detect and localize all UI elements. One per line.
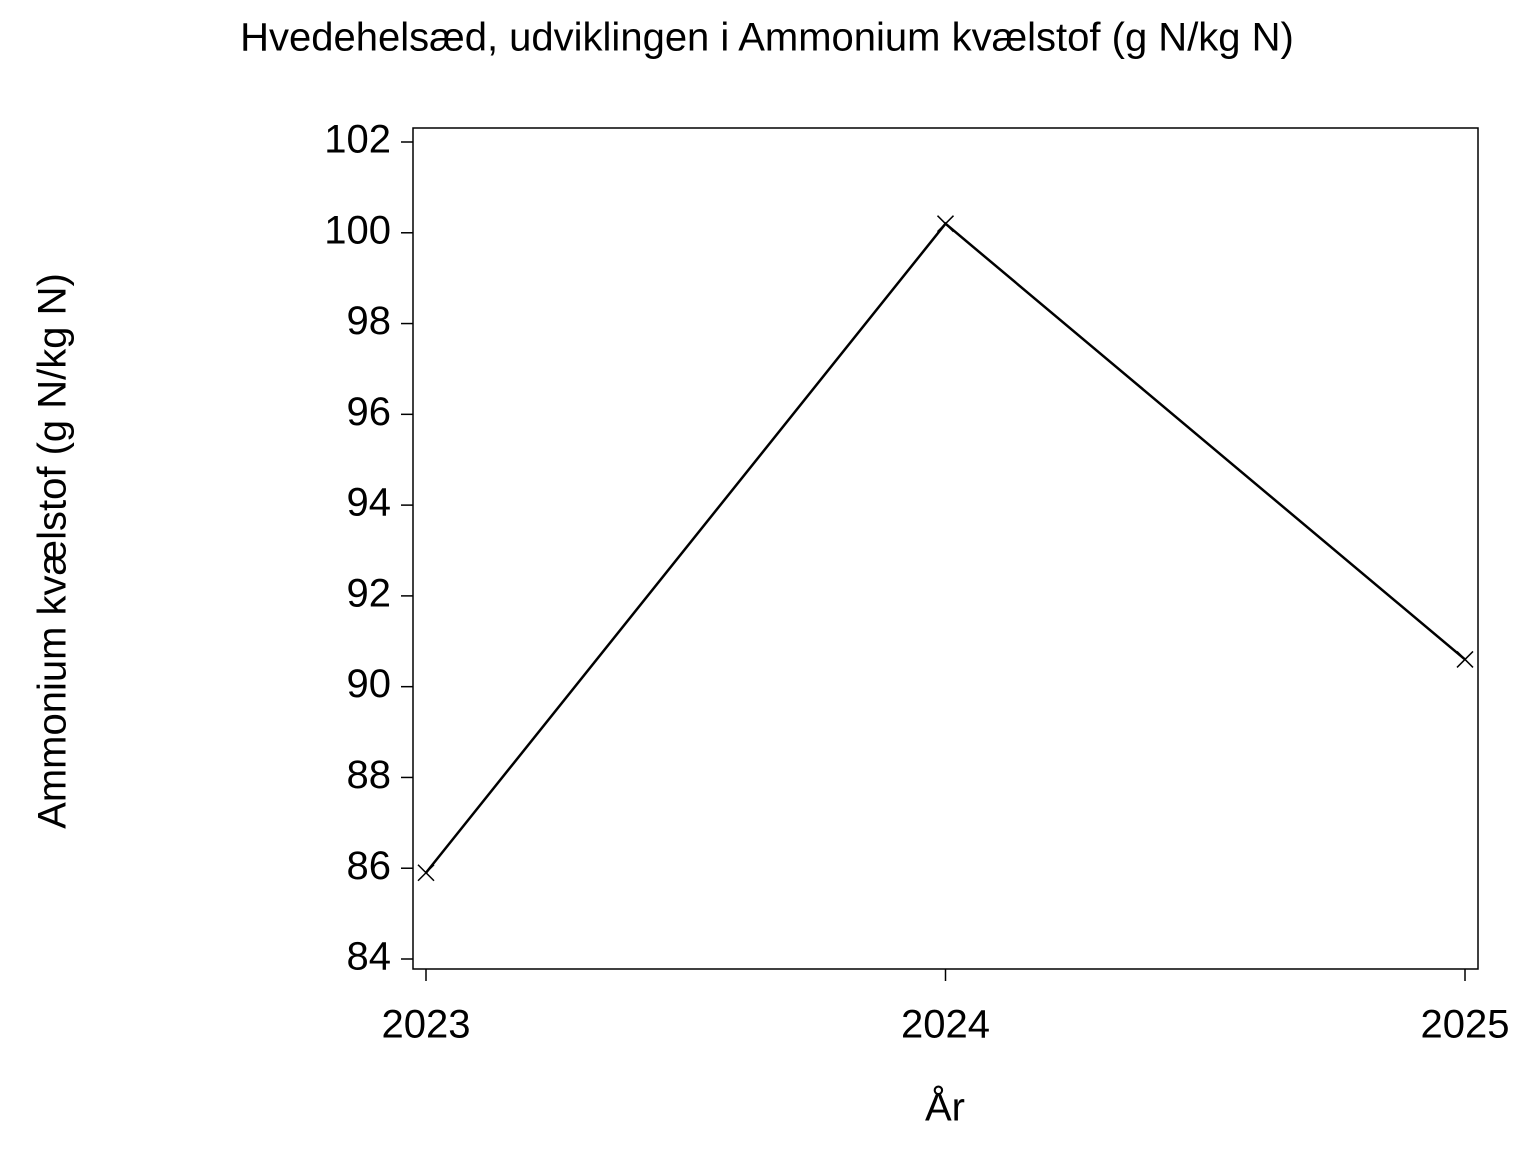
data-marker xyxy=(417,864,435,882)
y-tick-label: 98 xyxy=(347,299,392,343)
x-tick-label: 2024 xyxy=(901,1003,990,1047)
chart-title: Hvedehelsæd, udviklingen i Ammonium kvæl… xyxy=(240,16,1294,60)
data-marker xyxy=(936,215,955,233)
y-tick-label: 100 xyxy=(324,208,391,252)
y-axis-label: Ammonium kvælstof (g N/kg N) xyxy=(31,273,75,829)
y-tick-label: 96 xyxy=(347,390,392,434)
x-tick-label: 2023 xyxy=(382,1003,471,1047)
y-tick-label: 90 xyxy=(347,662,392,706)
y-tick-label: 92 xyxy=(347,571,392,615)
data-marker xyxy=(1456,650,1474,668)
x-axis-label: År xyxy=(925,1085,965,1130)
x-tick-label: 2025 xyxy=(1421,1003,1510,1047)
y-tick-label: 102 xyxy=(324,118,391,162)
plot-frame xyxy=(412,127,1479,970)
y-tick-label: 94 xyxy=(347,481,392,525)
y-tick-label: 88 xyxy=(347,753,392,797)
data-line xyxy=(425,221,1466,874)
y-tick-label: 86 xyxy=(347,844,392,888)
y-tick-label: 84 xyxy=(347,935,392,979)
